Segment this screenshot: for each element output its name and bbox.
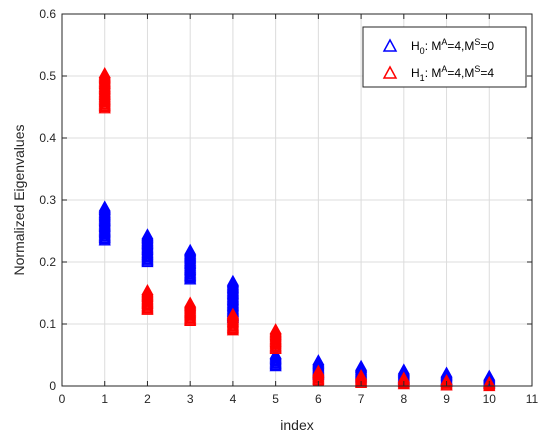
data-point-stack	[440, 373, 453, 391]
y-tick-label: 0.3	[39, 193, 56, 207]
x-tick-label: 1	[101, 392, 108, 406]
triangle-marker	[312, 364, 325, 376]
triangle-marker	[184, 243, 197, 255]
legend-item: H0: MA=4,MS=0	[382, 37, 494, 56]
x-tick-label: 5	[272, 392, 279, 406]
triangle-marker	[226, 274, 240, 286]
x-tick-label: 8	[400, 392, 407, 406]
x-tick-label: 4	[230, 392, 237, 406]
x-tick-label: 0	[59, 392, 66, 406]
data-point-stack	[141, 228, 154, 268]
legend-box	[362, 26, 527, 88]
data-point-stack	[98, 67, 111, 114]
triangle-marker	[141, 284, 154, 296]
y-tick-label: 0.2	[39, 255, 56, 269]
x-axis-label: index	[280, 417, 313, 433]
data-point-stack	[98, 200, 111, 246]
triangle-marker	[226, 307, 240, 319]
data-point-stack	[184, 296, 197, 327]
triangle-marker	[269, 323, 282, 335]
series-group	[98, 200, 496, 389]
x-tick-label: 6	[315, 392, 322, 406]
y-axis-label: Normalized Eigenvalues	[11, 125, 27, 276]
triangle-marker	[354, 369, 368, 380]
data-point-stack	[269, 323, 282, 354]
y-tick-label: 0.4	[39, 131, 56, 145]
x-tick-label: 9	[443, 392, 450, 406]
series-group	[98, 67, 496, 392]
data-point-stack	[184, 243, 197, 285]
data-point-stack	[141, 284, 154, 315]
triangle-marker	[141, 228, 154, 240]
x-tick-label: 3	[187, 392, 194, 406]
triangle-marker	[312, 354, 325, 366]
y-tick-label: 0.6	[39, 7, 56, 21]
legend-label: H0: MA=4,MS=0	[411, 37, 494, 56]
legend-item: H1: MA=4,MS=4	[382, 64, 494, 83]
data-point-stack	[226, 307, 240, 336]
x-tick-label: 11	[526, 392, 539, 406]
legend-triangle-icon	[382, 65, 398, 79]
legend-label: H1: MA=4,MS=4	[411, 64, 494, 83]
axis-ticks: 0 1 2 3 4 5 6 7 8 9 10 11 0 0.1 0.2 0.3 0.4 0.5 0.6	[39, 7, 538, 406]
x-tick-label: 7	[358, 392, 365, 406]
x-tick-label: 2	[144, 392, 151, 406]
triangle-marker	[184, 296, 197, 308]
y-tick-label: 0.5	[39, 69, 56, 83]
x-tick-label: 10	[483, 392, 497, 406]
triangle-marker	[98, 67, 111, 79]
y-tick-label: 0	[49, 379, 56, 393]
y-tick-label: 0.1	[39, 317, 56, 331]
data-marks	[98, 67, 496, 392]
legend-triangle-icon	[382, 38, 398, 52]
legend: H0: MA=4,MS=0 H1: MA=4,MS=4	[362, 26, 527, 88]
triangle-marker	[98, 200, 111, 212]
